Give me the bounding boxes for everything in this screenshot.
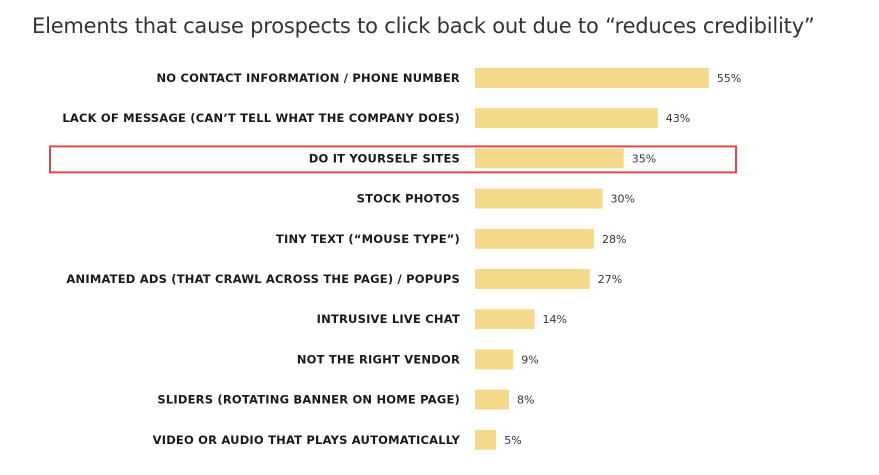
- chart-title: Elements that cause prospects to click b…: [32, 14, 815, 38]
- bar: [475, 269, 590, 289]
- bar: [475, 188, 603, 209]
- value-label: 43%: [666, 112, 690, 125]
- category-label: LACK OF MESSAGE (CAN’T TELL WHAT THE COM…: [62, 111, 460, 125]
- value-label: 55%: [717, 72, 741, 85]
- bar: [475, 429, 497, 450]
- category-label: TINY TEXT (“MOUSE TYPE”): [276, 232, 460, 246]
- bar: [475, 389, 509, 410]
- bar: [475, 228, 594, 249]
- bar: [475, 108, 658, 129]
- category-label: NO CONTACT INFORMATION / PHONE NUMBER: [156, 71, 460, 85]
- value-label: 14%: [543, 313, 567, 326]
- bar: [475, 309, 535, 330]
- value-label: 8%: [517, 394, 534, 407]
- value-label: 30%: [611, 193, 635, 206]
- value-label: 5%: [504, 434, 521, 447]
- category-label: NOT THE RIGHT VENDOR: [297, 352, 460, 366]
- bar: [475, 349, 514, 370]
- highlight-box: [49, 145, 737, 174]
- category-label: STOCK PHOTOS: [357, 192, 460, 206]
- category-label: DO IT YOURSELF SITES: [309, 151, 460, 165]
- bar: [475, 68, 709, 88]
- value-label: 35%: [632, 152, 656, 165]
- category-label: SLIDERS (ROTATING BANNER ON HOME PAGE): [157, 393, 460, 407]
- category-label: ANIMATED ADS (THAT CRAWL ACROSS THE PAGE…: [66, 272, 460, 286]
- value-label: 9%: [521, 353, 538, 366]
- value-label: 28%: [602, 233, 626, 246]
- category-label: VIDEO OR AUDIO THAT PLAYS AUTOMATICALLY: [153, 433, 461, 447]
- value-label: 27%: [598, 273, 622, 286]
- bar: [475, 148, 624, 169]
- category-label: INTRUSIVE LIVE CHAT: [317, 312, 460, 326]
